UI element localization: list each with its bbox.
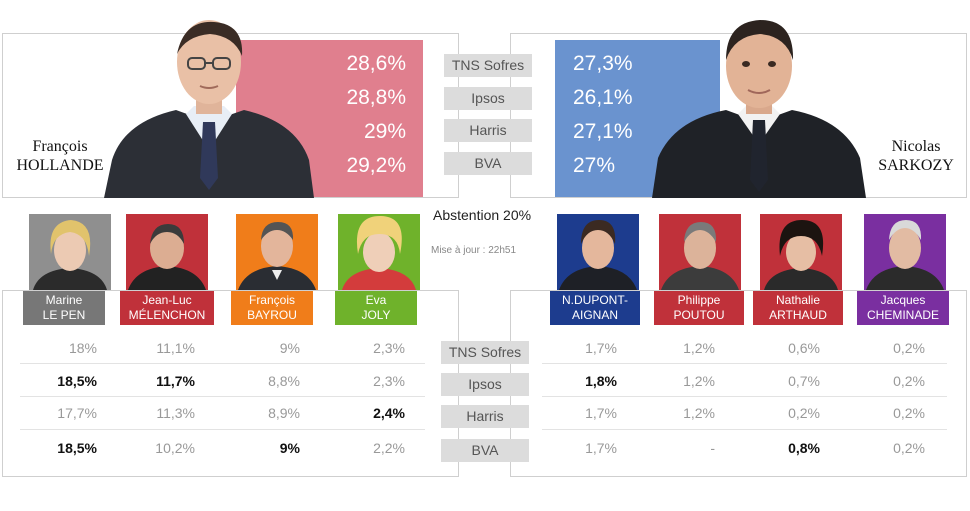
melenchon-score-tns: 11,1%	[156, 340, 195, 356]
sarkozy-score-ipsos: 26,1%	[573, 86, 633, 109]
hollande-name: François HOLLANDE	[10, 137, 110, 175]
le-pen-score-bva: 18,5%	[57, 440, 97, 456]
le-pen-first-name: Marine	[45, 293, 83, 307]
melenchon-last-name: MÉLENCHON	[128, 308, 206, 322]
arthaud-score-tns: 0,6%	[788, 340, 820, 356]
institute-label-harris-bottom: Harris	[441, 405, 529, 428]
sarkozy-score-harris: 27,1%	[573, 120, 633, 143]
sarkozy-first-name: Nicolas	[891, 138, 941, 155]
le-pen-photo	[29, 214, 111, 290]
dupont-aignan-score-ipsos: 1,8%	[585, 373, 617, 389]
arthaud-score-harris: 0,2%	[788, 405, 820, 421]
bayrou-score-bva: 9%	[279, 440, 300, 456]
arthaud-score-bva: 0,8%	[788, 440, 820, 456]
cheminade-score-ipsos: 0,2%	[893, 373, 925, 389]
poutou-photo	[659, 214, 741, 290]
dupont-aignan-label: N.DUPONT- AIGNAN	[550, 291, 640, 325]
hollande-score-bva: 29,2%	[346, 154, 406, 177]
institute-label-tns-bottom: TNS Sofres	[441, 341, 529, 364]
poutou-first-name: Philippe	[677, 293, 721, 307]
bayrou-first-name: François	[248, 293, 295, 307]
le-pen-score-tns: 18%	[68, 340, 97, 356]
joly-score-tns: 2,3%	[373, 340, 405, 356]
joly-first-name: Eva	[365, 293, 387, 307]
bayrou-score-harris: 8,9%	[268, 405, 300, 421]
dupont-aignan-last-name: AIGNAN	[571, 308, 618, 322]
dupont-aignan-score-tns: 1,7%	[585, 340, 617, 356]
joly-last-name: JOLY	[361, 308, 391, 322]
poutou-score-ipsos: 1,2%	[683, 373, 715, 389]
joly-score-bva: 2,2%	[373, 440, 405, 456]
arthaud-first-name: Nathalie	[775, 293, 821, 307]
joly-photo	[338, 214, 420, 290]
melenchon-score-harris: 11,3%	[156, 405, 195, 421]
poutou-score-bva: -	[710, 440, 715, 456]
melenchon-label: Jean-Luc MÉLENCHON	[120, 291, 214, 325]
dupont-aignan-first-name: N.DUPONT-	[562, 293, 628, 307]
bayrou-photo	[236, 214, 318, 290]
dupont-aignan-photo	[557, 214, 639, 290]
bayrou-score-ipsos: 8,8%	[268, 373, 300, 389]
poutou-last-name: POUTOU	[673, 308, 725, 322]
cheminade-label: Jacques CHEMINADE	[857, 291, 949, 325]
abstention-text: Abstention 20%	[433, 207, 532, 223]
sarkozy-score-tns: 27,3%	[573, 52, 633, 75]
dupont-aignan-score-bva: 1,7%	[585, 440, 617, 456]
melenchon-photo	[126, 214, 208, 290]
bayrou-score-tns: 9%	[279, 340, 300, 356]
cheminade-photo	[864, 214, 946, 290]
institute-label-bva: BVA	[444, 152, 532, 175]
dupont-aignan-score-harris: 1,7%	[585, 405, 617, 421]
joly-label: Eva JOLY	[335, 291, 417, 325]
cheminade-score-harris: 0,2%	[893, 405, 925, 421]
joly-score-harris: 2,4%	[373, 405, 405, 421]
le-pen-score-harris: 17,7%	[57, 405, 97, 421]
cheminade-score-tns: 0,2%	[893, 340, 925, 356]
poutou-label: Philippe POUTOU	[654, 291, 744, 325]
hollande-score-ipsos: 28,8%	[346, 86, 406, 109]
cheminade-score-bva: 0,2%	[893, 440, 925, 456]
melenchon-score-bva: 10,2%	[155, 440, 195, 456]
sarkozy-name: Nicolas SARKOZY	[866, 137, 966, 175]
row-separator	[542, 396, 947, 397]
institute-label-bva-bottom: BVA	[441, 439, 529, 462]
arthaud-photo	[760, 214, 842, 290]
institute-label-ipsos: Ipsos	[444, 87, 532, 110]
sarkozy-last-name: SARKOZY	[878, 157, 954, 174]
le-pen-label: Marine LE PEN	[23, 291, 105, 325]
hollande-first-name: François	[32, 138, 88, 155]
institute-label-ipsos-bottom: Ipsos	[441, 373, 529, 396]
hollande-score-harris: 29%	[363, 120, 406, 143]
cheminade-last-name: CHEMINADE	[866, 308, 939, 322]
melenchon-first-name: Jean-Luc	[142, 293, 192, 307]
row-separator	[20, 363, 425, 364]
row-separator	[542, 429, 947, 430]
poutou-score-harris: 1,2%	[683, 405, 715, 421]
le-pen-last-name: LE PEN	[42, 308, 86, 322]
hollande-last-name: HOLLANDE	[16, 157, 104, 174]
arthaud-last-name: ARTHAUD	[769, 308, 827, 322]
institute-label-tns: TNS Sofres	[444, 54, 532, 77]
row-separator	[20, 429, 425, 430]
sarkozy-score-bva: 27%	[573, 154, 616, 177]
hollande-score-tns: 28,6%	[346, 52, 406, 75]
joly-score-ipsos: 2,3%	[373, 373, 405, 389]
cheminade-first-name: Jacques	[880, 293, 926, 307]
arthaud-score-ipsos: 0,7%	[788, 373, 820, 389]
poutou-score-tns: 1,2%	[683, 340, 715, 356]
row-separator	[542, 363, 947, 364]
arthaud-label: Nathalie ARTHAUD	[753, 291, 843, 325]
le-pen-score-ipsos: 18,5%	[57, 373, 97, 389]
hollande-photo	[104, 10, 314, 198]
melenchon-score-ipsos: 11,7%	[156, 373, 195, 389]
institute-label-harris: Harris	[444, 119, 532, 142]
sarkozy-photo	[652, 8, 866, 198]
bayrou-label: François BAYROU	[231, 291, 313, 325]
row-separator	[20, 396, 425, 397]
update-time: Mise à jour : 22h51	[431, 245, 517, 256]
bayrou-last-name: BAYROU	[247, 308, 297, 322]
